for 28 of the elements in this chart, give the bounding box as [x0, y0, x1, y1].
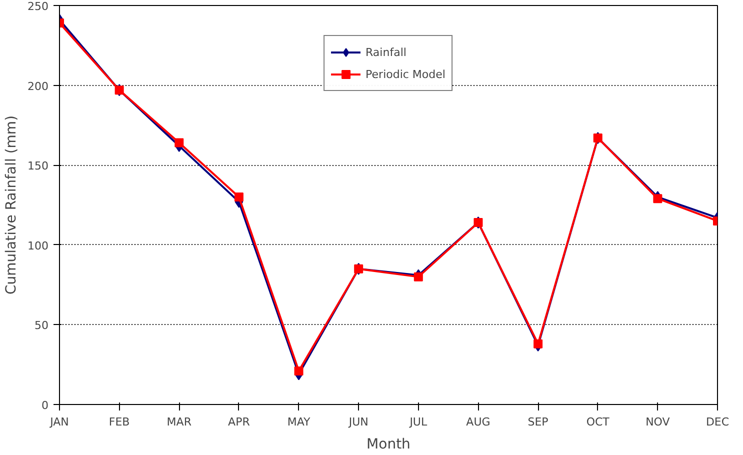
- x-tick-label: FEB: [108, 416, 130, 428]
- point: [534, 339, 543, 348]
- x-axis-title: Month: [366, 436, 410, 452]
- y-tick-label: 150: [28, 160, 49, 173]
- point: [414, 272, 423, 282]
- x-tick-label: AUG: [466, 416, 490, 428]
- x-tick-label: APR: [228, 416, 250, 428]
- point: [234, 192, 244, 202]
- x-tick-label: OCT: [586, 416, 610, 428]
- point: [653, 194, 662, 204]
- y-tick-label: 100: [28, 239, 49, 252]
- y-tick-label: 250: [28, 0, 49, 13]
- y-tick-label: 0: [42, 399, 48, 412]
- y-tick-label: 200: [28, 80, 49, 93]
- x-tick-label: MAR: [166, 416, 192, 428]
- x-tick-label: SEP: [528, 416, 549, 428]
- legend-label: Periodic Model: [366, 68, 446, 80]
- x-tick-label: JUN: [348, 416, 368, 428]
- point: [174, 138, 184, 148]
- y-axis-title: Cumulative Rainfall (mm): [4, 115, 20, 295]
- legend-label: Rainfall: [366, 46, 406, 58]
- x-tick-label: DEC: [706, 416, 730, 428]
- point: [294, 366, 304, 376]
- x-tick-label: JAN: [49, 416, 69, 428]
- x-tick-label: NOV: [646, 416, 670, 428]
- y-tick-label: 50: [34, 319, 49, 332]
- x-tick-label: JUL: [408, 416, 428, 428]
- x-tick-label: MAY: [287, 416, 310, 428]
